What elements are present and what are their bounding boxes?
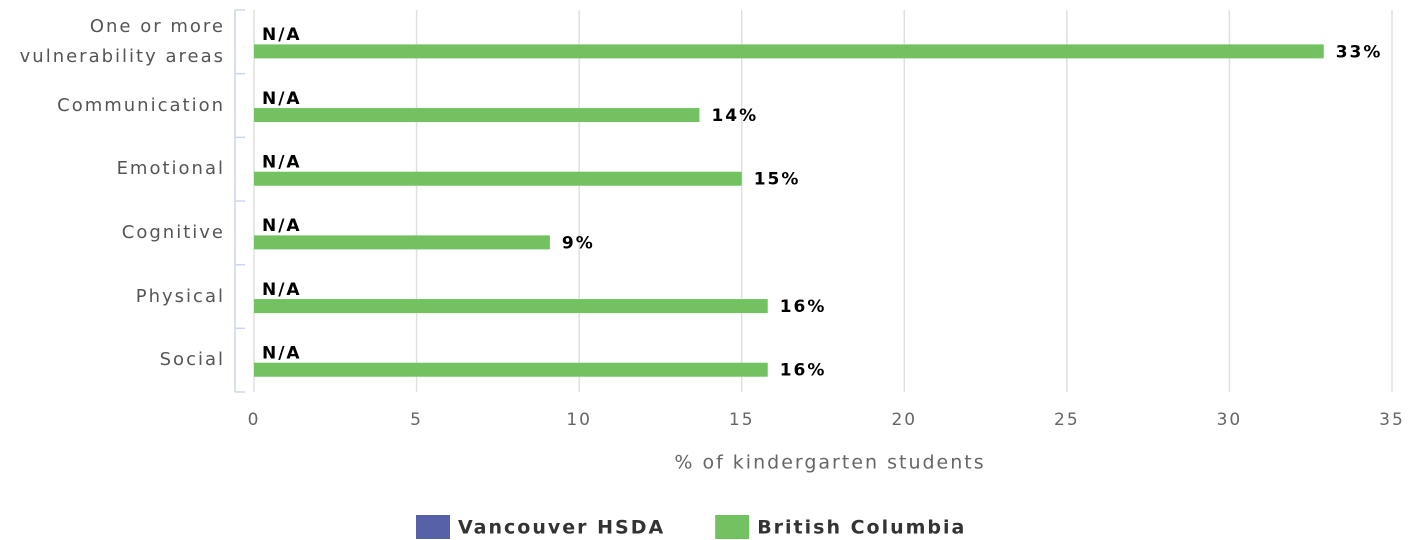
x-tick-label: 20 bbox=[891, 410, 917, 430]
x-tick-label: 35 bbox=[1379, 410, 1405, 430]
data-label: 15% bbox=[754, 170, 801, 190]
bar bbox=[254, 44, 1324, 59]
data-label: 14% bbox=[711, 106, 758, 126]
data-label: N/A bbox=[262, 280, 302, 300]
bar bbox=[254, 299, 768, 314]
bar bbox=[254, 235, 550, 250]
data-label: N/A bbox=[262, 153, 302, 173]
y-tick-label: Physical bbox=[135, 285, 225, 307]
x-tick-label: 25 bbox=[1054, 410, 1080, 430]
data-label: 16% bbox=[780, 297, 827, 317]
data-label: N/A bbox=[262, 89, 302, 109]
legend-swatch bbox=[715, 515, 750, 539]
y-tick-label: Cognitive bbox=[121, 221, 225, 243]
data-label: N/A bbox=[262, 216, 302, 236]
data-label: 16% bbox=[780, 361, 827, 381]
y-tick-label: One or more vulnerability areas bbox=[19, 15, 225, 67]
x-tick-label: 30 bbox=[1217, 410, 1243, 430]
legend-swatch bbox=[416, 515, 450, 539]
y-tick-label: Emotional bbox=[116, 158, 225, 180]
y-tick-label: Social bbox=[159, 349, 225, 371]
data-label: 33% bbox=[1336, 42, 1383, 62]
x-tick-label: 5 bbox=[410, 410, 423, 430]
data-label: N/A bbox=[262, 25, 302, 45]
bar bbox=[254, 171, 742, 186]
bar bbox=[254, 362, 768, 377]
x-axis-label: % of kindergarten students bbox=[674, 452, 985, 474]
legend-label: British Columbia bbox=[757, 517, 966, 539]
bar bbox=[254, 108, 700, 123]
legend-label: Vancouver HSDA bbox=[458, 517, 665, 539]
data-label: 9% bbox=[562, 233, 595, 253]
y-tick-label: Communication bbox=[57, 94, 225, 116]
x-tick-label: 0 bbox=[248, 410, 261, 430]
data-label: N/A bbox=[262, 344, 302, 364]
x-tick-label: 10 bbox=[566, 410, 592, 430]
x-tick-label: 15 bbox=[729, 410, 755, 430]
